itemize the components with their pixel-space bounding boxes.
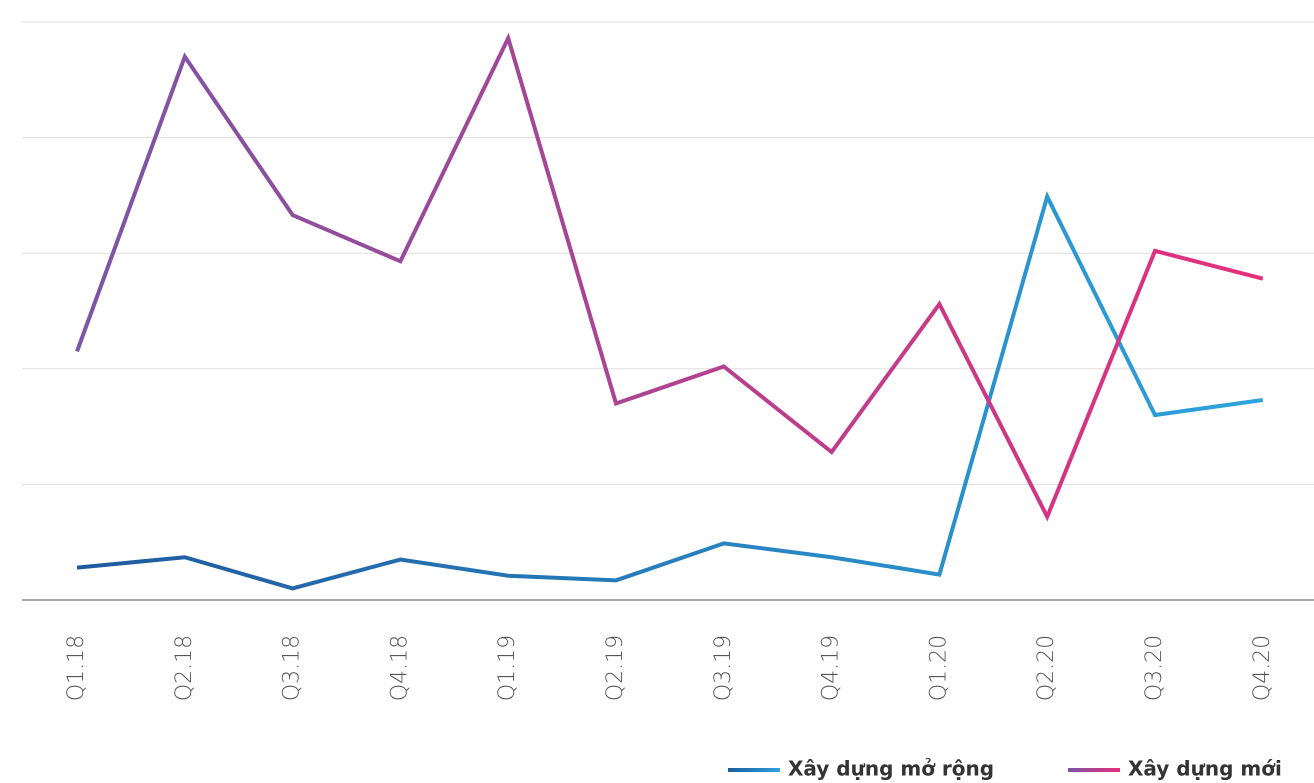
x-tick-label: Q2.19 (603, 635, 628, 701)
x-tick-label: Q2.18 (172, 635, 197, 701)
x-tick-label: Q3.18 (280, 635, 305, 701)
legend-label: Xây dựng mở rộng (788, 757, 994, 781)
x-tick-label: Q1.20 (926, 635, 951, 701)
legend-label: Xây dựng mới (1128, 757, 1282, 781)
series-line (75, 32, 1264, 522)
x-tick-label: Q3.20 (1142, 635, 1167, 701)
x-tick-label: Q4.18 (387, 635, 412, 701)
x-tick-label: Q4.20 (1250, 635, 1275, 701)
x-tick-label: Q2.20 (1034, 635, 1059, 701)
series-line (76, 191, 1264, 591)
x-tick-label: Q1.19 (495, 635, 520, 701)
x-tick-label: Q4.19 (819, 635, 844, 701)
x-tick-label: Q3.19 (711, 635, 736, 701)
x-tick-label: Q1.18 (64, 635, 89, 701)
